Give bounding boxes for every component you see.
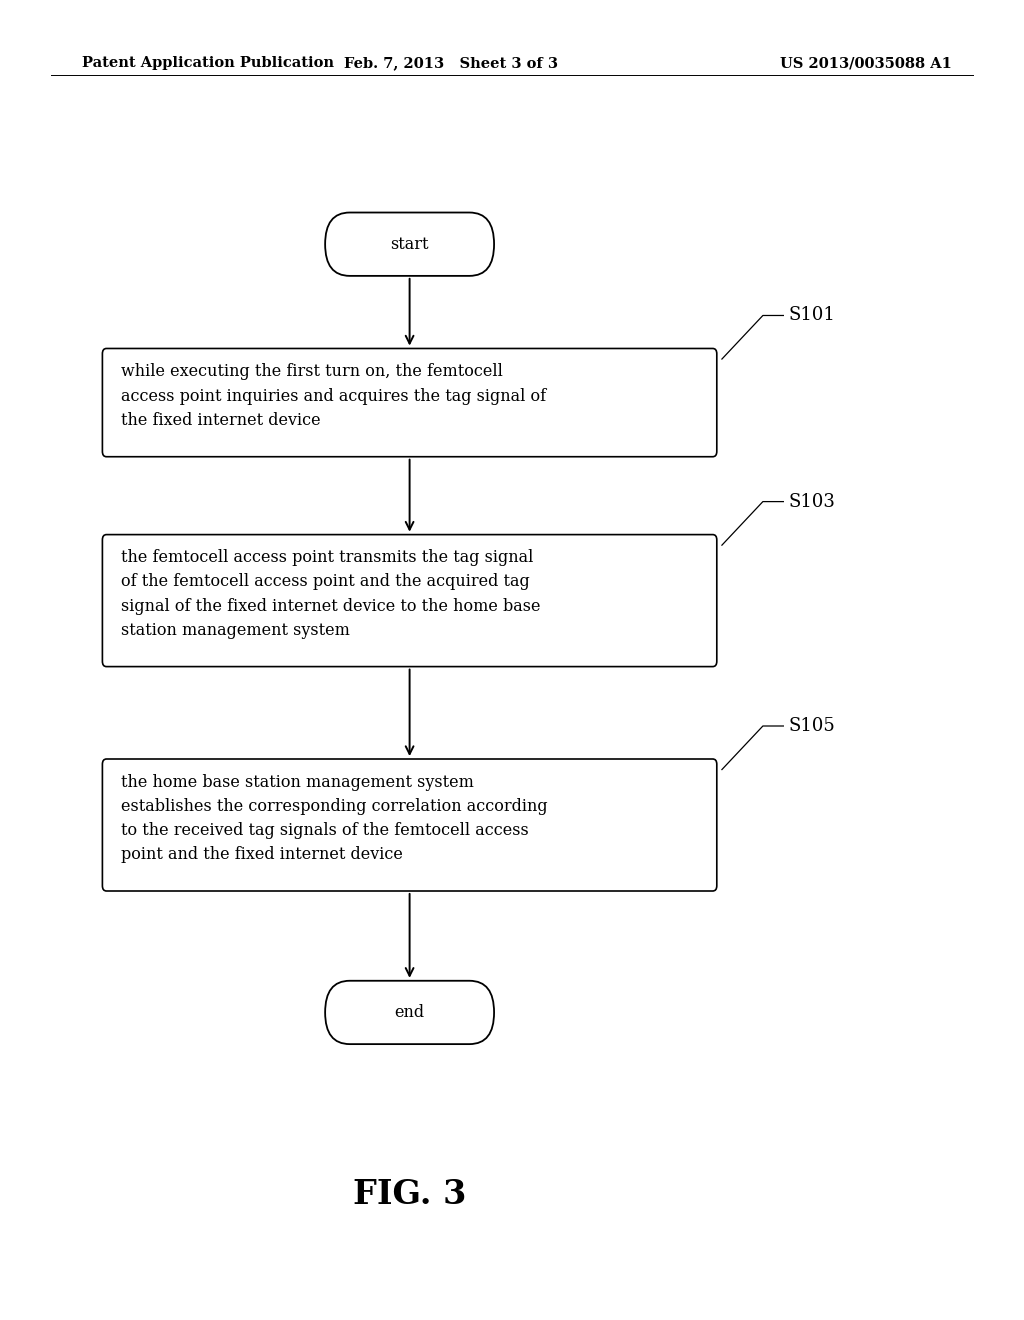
FancyBboxPatch shape (102, 759, 717, 891)
FancyBboxPatch shape (102, 535, 717, 667)
Text: S105: S105 (788, 717, 836, 735)
Text: Patent Application Publication: Patent Application Publication (82, 57, 334, 70)
Text: the home base station management system
establishes the corresponding correlatio: the home base station management system … (121, 774, 548, 863)
Text: S101: S101 (788, 306, 836, 325)
Text: US 2013/0035088 A1: US 2013/0035088 A1 (780, 57, 952, 70)
Text: Feb. 7, 2013   Sheet 3 of 3: Feb. 7, 2013 Sheet 3 of 3 (344, 57, 557, 70)
Text: FIG. 3: FIG. 3 (353, 1177, 466, 1212)
FancyBboxPatch shape (102, 348, 717, 457)
Text: end: end (394, 1005, 425, 1020)
FancyBboxPatch shape (326, 981, 495, 1044)
Text: start: start (390, 236, 429, 252)
Text: while executing the first turn on, the femtocell
access point inquiries and acqu: while executing the first turn on, the f… (121, 363, 546, 429)
Text: the femtocell access point transmits the tag signal
of the femtocell access poin: the femtocell access point transmits the… (121, 549, 541, 639)
Text: S103: S103 (788, 492, 836, 511)
FancyBboxPatch shape (326, 213, 495, 276)
